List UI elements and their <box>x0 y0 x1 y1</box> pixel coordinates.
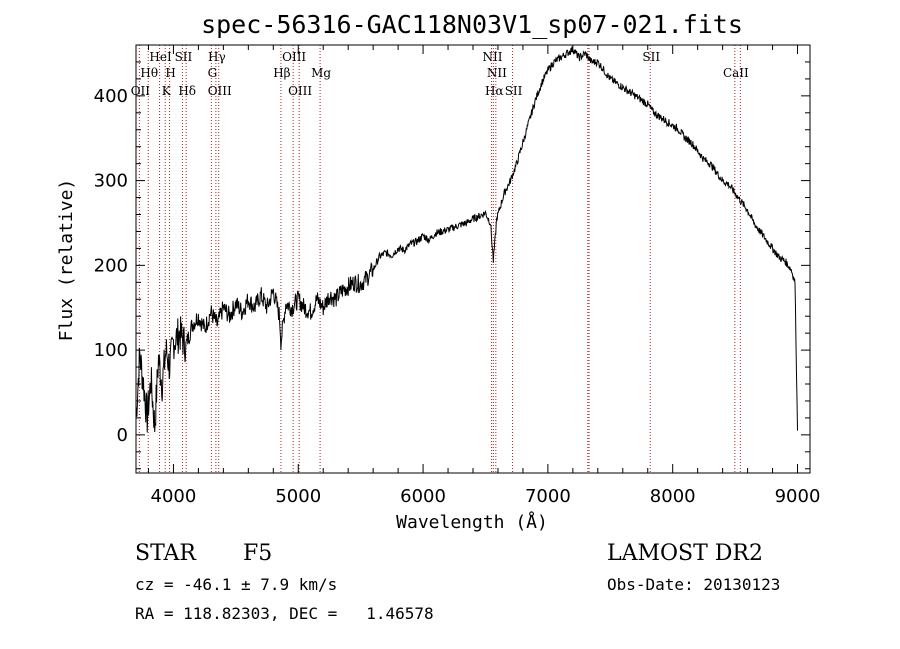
y-tick-label: 400 <box>94 86 128 107</box>
line-marker-label: Hθ <box>140 66 158 80</box>
line-marker-label: G <box>208 66 218 80</box>
line-marker-label: Hβ <box>273 66 290 80</box>
object-subclass: F5 <box>243 541 273 566</box>
spectrum-line <box>135 46 798 433</box>
x-tick-label: 8000 <box>650 486 696 507</box>
line-marker-label: HeI <box>149 50 172 64</box>
line-marker-label: SII <box>175 50 193 64</box>
line-marker-label: Hγ <box>208 50 226 64</box>
redshift-text: cz = -46.1 ± 7.9 km/s <box>135 575 338 594</box>
chart-title: spec-56316-GAC118N03V1_sp07-021.fits <box>201 10 743 39</box>
line-marker-label: H <box>165 66 175 80</box>
line-marker-label: OIII <box>282 50 306 64</box>
x-tick-label: 6000 <box>400 486 446 507</box>
plot-frame <box>135 44 811 474</box>
x-tick-label: 7000 <box>525 486 571 507</box>
line-marker-label: NII <box>482 50 502 64</box>
line-marker-label: Hδ <box>178 84 196 98</box>
line-marker-label: SII <box>642 50 660 64</box>
x-tick-label: 4000 <box>151 486 197 507</box>
line-marker-label: Mg <box>311 66 331 80</box>
y-tick-label: 200 <box>94 255 128 276</box>
object-class: STAR <box>135 541 196 566</box>
survey-name: LAMOST DR2 <box>607 541 763 566</box>
y-tick-label: 0 <box>117 425 128 446</box>
y-tick-label: 300 <box>94 171 128 192</box>
line-marker-label: Hα <box>485 84 504 98</box>
line-marker-label: K <box>162 84 172 98</box>
x-tick-label: 5000 <box>275 486 321 507</box>
coordinates-text: RA = 118.82303, DEC = 1.46578 <box>135 604 434 623</box>
y-tick-label: 100 <box>94 340 128 361</box>
x-axis-label: Wavelength (Å) <box>396 511 548 533</box>
x-tick-label: 9000 <box>775 486 821 507</box>
line-marker-label: OIII <box>208 84 232 98</box>
line-marker-label: SII <box>505 84 523 98</box>
line-marker-label: NII <box>487 66 507 80</box>
y-axis-label: Flux (relative) <box>56 179 77 342</box>
line-marker-label: CaII <box>723 66 749 80</box>
obs-date-text: Obs-Date: 20130123 <box>607 575 781 594</box>
line-marker-label: OIII <box>288 84 312 98</box>
